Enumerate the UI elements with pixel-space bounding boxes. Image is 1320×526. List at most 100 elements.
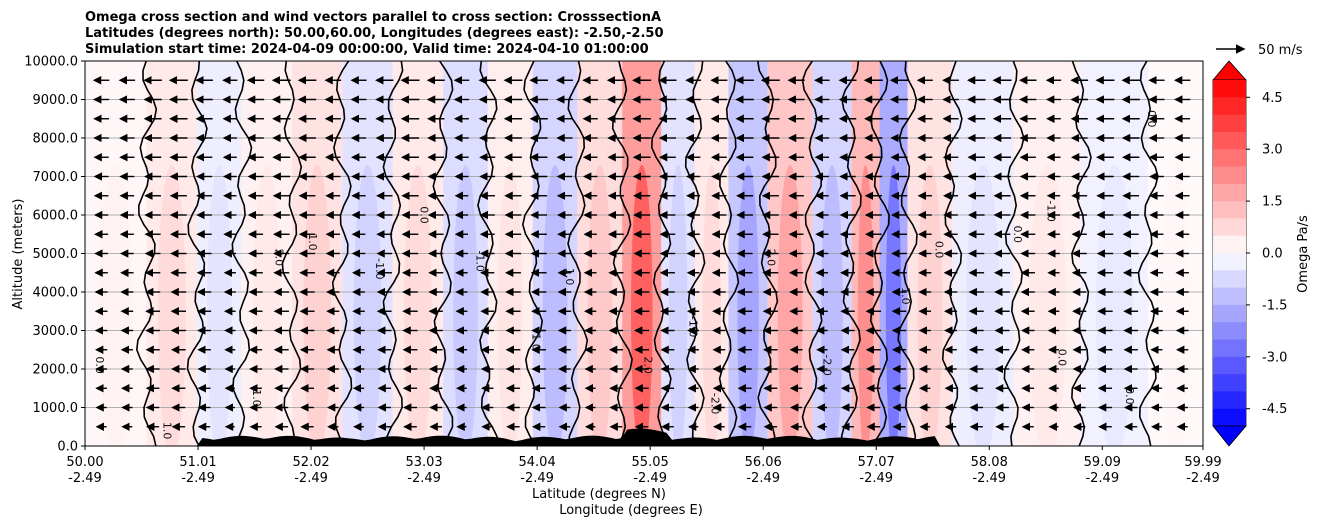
colorbar-steps	[1213, 80, 1246, 426]
x-tick-lon-3: -2.49	[407, 471, 441, 486]
colorbar-step-0	[1213, 408, 1246, 426]
x-tick-lon-8: -2.49	[972, 471, 1006, 486]
colorbar-step-18	[1213, 97, 1246, 115]
colorbar-step-6	[1213, 304, 1246, 323]
contour-label-4: 1.0	[306, 233, 319, 251]
x-tick-lon-4: -2.49	[520, 471, 554, 486]
colorbar-step-14	[1213, 166, 1246, 184]
contour-label-12: -2.0	[709, 393, 722, 414]
chart-title-line-2: Latitudes (degrees north): 50.00,60.00, …	[85, 26, 664, 41]
colorbar-tick-label-4: -1.5	[1262, 298, 1287, 313]
x-tick-lat-10: 59.99	[1184, 455, 1221, 470]
colorbar-tick-label-1: 3.0	[1262, 143, 1283, 158]
y-axis-ticks: 0.0 1000.0 2000.0 3000.0 4000.0 5000.0 6000.0 7…	[24, 55, 85, 455]
x-tick-lat-5: 55.05	[632, 455, 669, 470]
contour-line-23	[1137, 61, 1159, 446]
chart-title-line-1: Omega cross section and wind vectors par…	[85, 10, 661, 25]
contour-label-9: 1.0	[563, 268, 576, 286]
x-axis-ticks: 50.00-2.4951.01-2.4952.02-2.4953.03-2.49…	[66, 446, 1222, 486]
contour-label-14: -2.0	[821, 354, 834, 375]
x-tick-lat-0: 50.00	[66, 455, 103, 470]
colorbar-step-13	[1213, 183, 1246, 202]
omega-band-core-1	[157, 164, 186, 446]
y-tick-label-2: 2000.0	[33, 363, 79, 378]
x-tick-lat-1: 51.01	[179, 455, 216, 470]
contour-line-5	[331, 61, 353, 446]
chart-title-line-3: Simulation start time: 2024-04-09 00:00:…	[85, 42, 649, 57]
y-tick-label-9: 9000.0	[33, 93, 79, 108]
x-axis-label-latitude: Latitude (degrees N)	[532, 487, 666, 502]
colorbar-step-10	[1213, 235, 1246, 253]
x-tick-lat-6: 56.06	[745, 455, 782, 470]
contour-label-0: 0.0	[93, 356, 106, 374]
omega-band-core-16	[821, 164, 843, 446]
omega-band-core-12	[668, 164, 688, 446]
colorbar-step-16	[1213, 131, 1246, 150]
contour-line-21	[1003, 61, 1025, 446]
y-tick-label-8: 8000.0	[33, 132, 79, 147]
y-tick-label-0: 0.0	[57, 440, 78, 455]
colorbar-step-12	[1213, 201, 1246, 219]
omega-band-core-6	[404, 164, 432, 446]
omega-band-core-5	[353, 164, 382, 446]
x-tick-lon-5: -2.49	[633, 471, 667, 486]
y-tick-label-6: 6000.0	[33, 209, 79, 224]
colorbar-tick-label-5: -3.0	[1262, 350, 1287, 365]
colorbar: 4.5 3.0 1.5 0.0 -1.5 -3.0 -4.5 Omega Pa/s	[1212, 60, 1311, 447]
contour-line-13	[684, 61, 706, 446]
colorbar-step-9	[1213, 253, 1246, 271]
y-tick-label-1: 1000.0	[33, 401, 79, 416]
y-axis-label: Altitude (meters)	[11, 199, 26, 310]
x-tick-lat-8: 58.08	[971, 455, 1008, 470]
colorbar-step-17	[1213, 114, 1246, 132]
contour-label-18: 0.0	[1056, 349, 1069, 367]
plot-area: 0.01.0-1.02.01.0-1.00.0-1.01.01.02.0-1.0…	[85, 61, 1203, 446]
contour-line-16	[801, 61, 823, 446]
x-tick-lon-2: -2.49	[294, 471, 328, 486]
colorbar-ticks: 4.5 3.0 1.5 0.0 -1.5 -3.0 -4.5	[1246, 91, 1287, 417]
contour-label-1: 1.0	[160, 422, 173, 440]
contour-label-20: -1.0	[1044, 200, 1057, 221]
colorbar-step-2	[1213, 374, 1246, 392]
colorbar-tick-label-3: 0.0	[1262, 247, 1283, 262]
colorbar-step-15	[1213, 149, 1246, 167]
wind-vectors	[92, 76, 1191, 431]
x-tick-lat-2: 52.02	[292, 455, 329, 470]
y-tick-label-10: 10000.0	[24, 55, 78, 70]
contour-line-19	[897, 61, 918, 446]
colorbar-tick-label-0: 4.5	[1262, 91, 1283, 106]
omega-band-core-8	[497, 164, 523, 446]
colorbar-label: Omega Pa/s	[1296, 215, 1311, 293]
y-tick-label-5: 5000.0	[33, 247, 79, 262]
colorbar-step-19	[1213, 80, 1246, 98]
x-axis-label-longitude: Longitude (degrees E)	[559, 503, 703, 518]
contour-label-6: 0.0	[418, 206, 431, 224]
contour-label-8: 1.0	[530, 333, 543, 351]
contour-label-19: 0.0	[1123, 387, 1136, 405]
colorbar-tick-label-2: 1.5	[1262, 195, 1283, 210]
colorbar-extend-max	[1212, 60, 1247, 81]
colorbar-step-3	[1213, 356, 1246, 375]
contour-label-16: 0.0	[933, 241, 946, 259]
colorbar-step-7	[1213, 287, 1246, 305]
x-tick-lon-10: -2.49	[1186, 471, 1220, 486]
x-tick-lon-6: -2.49	[746, 471, 780, 486]
x-tick-lat-3: 53.03	[405, 455, 442, 470]
quiver-key-label: 50 m/s	[1258, 43, 1303, 58]
contour-label-5: -1.0	[373, 258, 386, 279]
contour-label-11: -1.0	[686, 316, 699, 337]
x-tick-lon-1: -2.49	[181, 471, 215, 486]
omega-band-core-10	[587, 164, 613, 446]
x-tick-lat-4: 54.04	[519, 455, 556, 470]
contour-label-3: 2.0	[272, 249, 285, 267]
omega-band-core-21	[1028, 164, 1066, 446]
y-tick-label-4: 4000.0	[33, 286, 79, 301]
contour-label-17: 0.0	[1011, 226, 1024, 244]
colorbar-step-5	[1213, 322, 1246, 340]
contour-label-10: 2.0	[642, 356, 655, 374]
x-tick-lon-0: -2.49	[68, 471, 102, 486]
x-tick-lat-7: 57.07	[858, 455, 895, 470]
x-tick-lon-9: -2.49	[1085, 471, 1119, 486]
contour-line-6	[382, 61, 404, 446]
contour-label-15: 1.0	[899, 287, 912, 305]
